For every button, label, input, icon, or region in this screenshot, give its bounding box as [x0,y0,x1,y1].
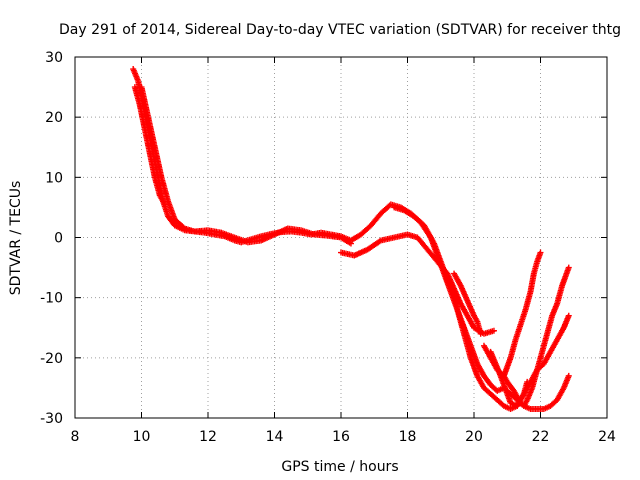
x-tick-label: 12 [199,429,217,445]
y-tick-label: 30 [45,50,63,66]
x-tick-label: 24 [598,429,616,445]
track-2 [131,84,168,208]
track-9 [500,249,544,379]
data-point [477,330,484,337]
y-tick-label: 10 [45,170,63,186]
track-6 [451,270,484,337]
x-tick-label: 16 [332,429,350,445]
x-axis-label: GPS time / hours [281,459,398,475]
track-3 [138,84,354,247]
track-4 [338,231,497,337]
track-1 [130,66,531,412]
data-point [565,264,572,271]
x-tick-label: 20 [465,429,483,445]
data-point [347,240,354,247]
x-tick-label: 22 [532,429,550,445]
x-tick-label: 8 [71,429,80,445]
data-point [565,372,572,379]
x-tick-label: 14 [266,429,284,445]
chart-title: Day 291 of 2014, Sidereal Day-to-day VTE… [59,22,621,38]
y-tick-label: 0 [54,231,63,247]
y-tick-label: -30 [40,411,63,427]
tick-layer: 8 10 12 14 16 18 20 22 24 -30 -20 -10 0 10 20 30 [40,50,616,445]
y-axis-label: SDTVAR / TECUs [8,181,24,296]
y-tick-label: -20 [40,351,63,367]
data-point [490,327,497,334]
y-tick-label: 20 [45,110,63,126]
y-tick-label: -10 [40,291,63,307]
data-point [537,249,544,256]
x-tick-label: 10 [133,429,151,445]
grid-lines [75,57,607,418]
data-layer [130,66,572,412]
data-point [565,312,572,319]
x-tick-label: 18 [399,429,417,445]
